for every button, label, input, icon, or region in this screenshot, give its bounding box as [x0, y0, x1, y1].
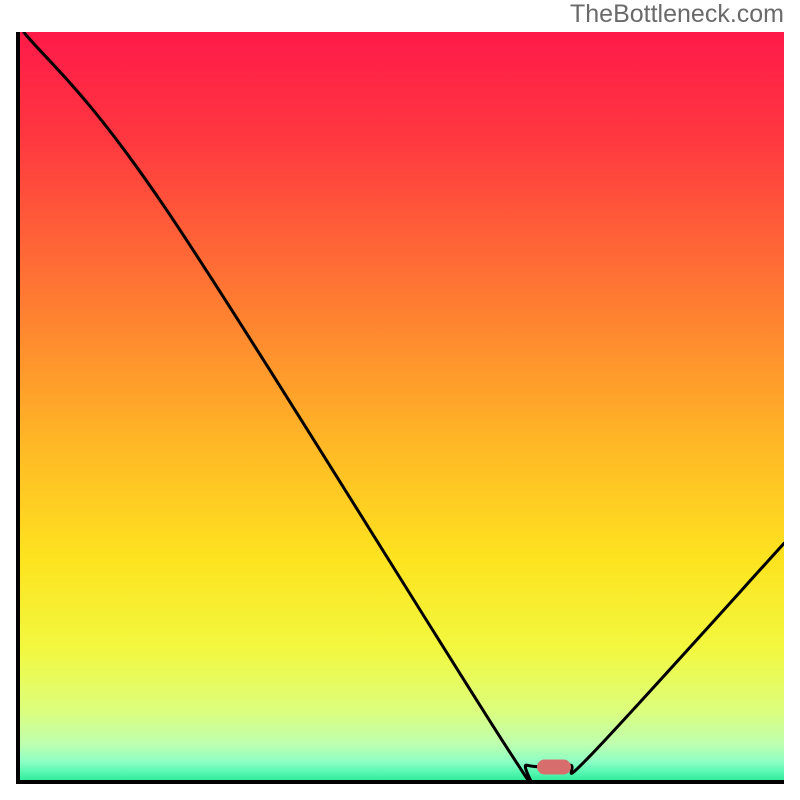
chart-curve	[16, 32, 784, 784]
chart-plot-area	[16, 32, 784, 784]
y-axis-line	[16, 32, 20, 784]
chart-valley-marker	[537, 759, 571, 774]
x-axis-line	[16, 780, 784, 784]
watermark-text: TheBottleneck.com	[570, 0, 784, 29]
